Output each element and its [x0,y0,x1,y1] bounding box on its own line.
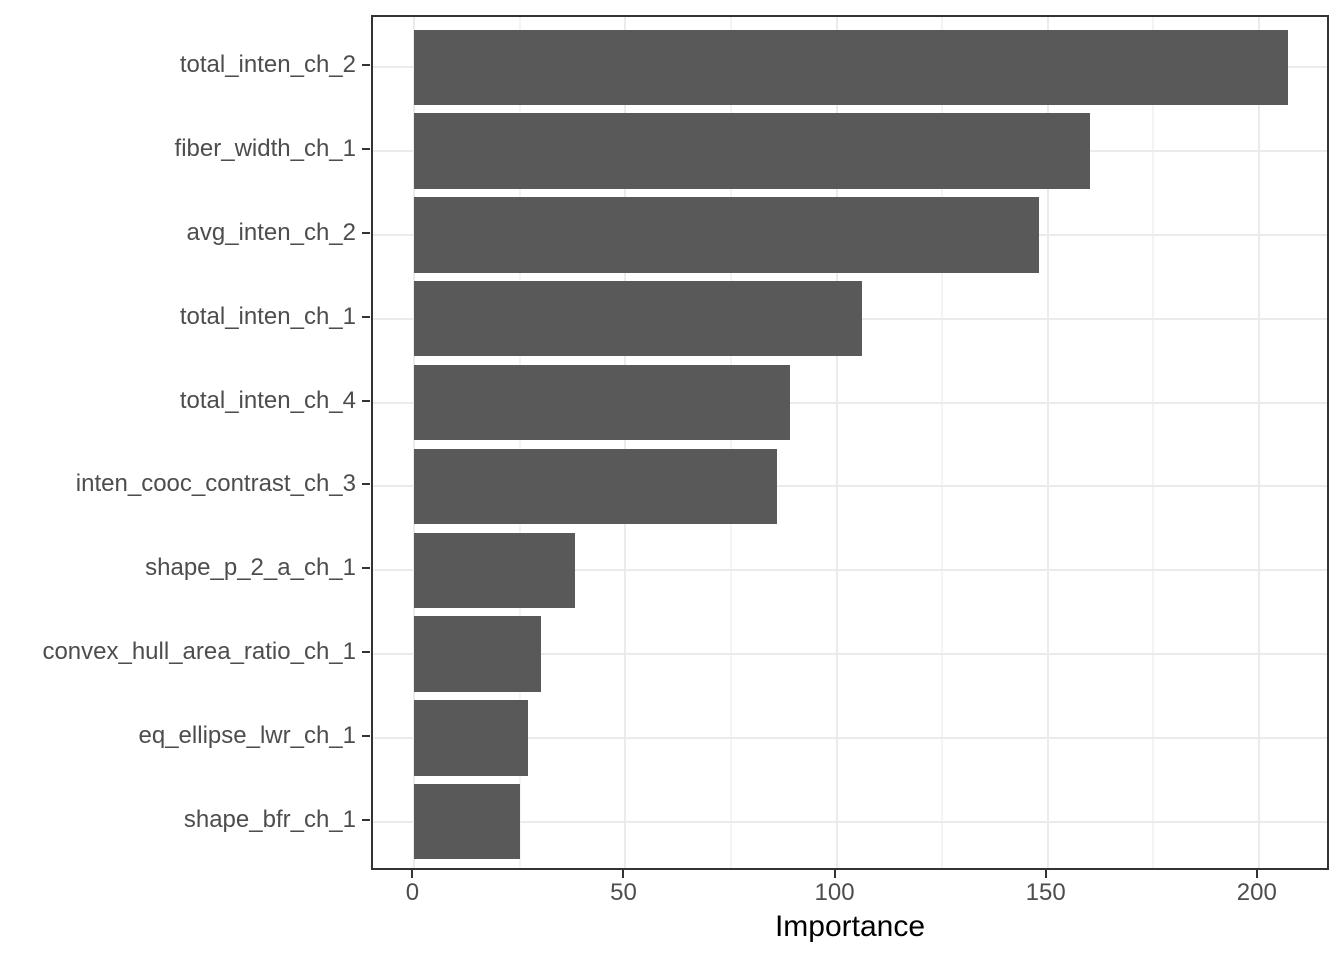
plot-panel [371,15,1329,870]
y-major-gridline [373,820,1327,823]
bar-avg_inten_ch_2 [414,197,1040,273]
y-major-gridline [373,736,1327,739]
y-axis-label: eq_ellipse_lwr_ch_1 [138,721,356,749]
x-minor-gridline [941,17,943,868]
x-axis-tick [622,870,625,878]
x-axis-tick-label: 50 [610,879,637,906]
y-major-gridline [373,401,1327,404]
x-axis-tick [1255,870,1258,878]
bar-total_inten_ch_2 [414,29,1289,105]
x-minor-gridline [519,17,521,868]
x-axis-tick [411,870,414,878]
x-major-gridline [413,17,416,868]
y-axis-label: total_inten_ch_2 [179,51,356,79]
bar-eq_ellipse_lwr_ch_1 [414,700,529,776]
bar-total_inten_ch_1 [414,281,862,357]
bar-inten_cooc_contrast_ch_3 [414,448,778,525]
x-major-gridline [624,17,627,868]
y-axis-tick [362,734,370,737]
x-major-gridline [835,17,838,868]
y-axis-tick [362,148,370,151]
x-axis-tick-label: 200 [1236,879,1277,906]
x-axis-tick-label: 0 [405,879,420,906]
y-axis-tick [362,483,370,486]
bar-fiber_width_ch_1 [414,113,1090,189]
bar-shape_bfr_ch_1 [414,783,520,860]
x-minor-gridline [1152,17,1154,868]
y-axis-label: avg_inten_ch_2 [186,218,356,246]
y-major-gridline [373,569,1327,572]
x-major-gridline [1257,17,1260,868]
y-major-gridline [373,485,1327,488]
x-axis-tick-label: 150 [1025,879,1066,906]
x-axis-tick [1044,870,1047,878]
y-axis-label: convex_hull_area_ratio_ch_1 [42,638,356,666]
y-axis-label: total_inten_ch_4 [179,386,356,414]
y-axis-tick [362,567,370,570]
y-major-gridline [373,653,1327,656]
x-minor-gridline [730,17,732,868]
y-axis-tick [362,818,370,821]
y-axis-tick [362,64,370,67]
y-axis-tick [362,315,370,318]
x-major-gridline [1046,17,1049,868]
y-axis-label: total_inten_ch_1 [179,302,356,330]
y-axis-tick [362,651,370,654]
y-axis-label: fiber_width_ch_1 [174,135,356,163]
x-axis-tick-label: 100 [814,879,855,906]
x-axis-title: Importance [774,910,926,943]
y-axis-tick [362,399,370,402]
y-axis-tick [362,231,370,234]
x-axis-tick [833,870,836,878]
y-axis-label: shape_p_2_a_ch_1 [145,554,356,582]
bar-convex_hull_area_ratio_ch_1 [414,616,542,692]
bar-shape_p_2_a_ch_1 [414,532,575,608]
bar-total_inten_ch_4 [414,364,791,441]
y-axis-label: shape_bfr_ch_1 [183,805,356,833]
y-axis-label: inten_cooc_contrast_ch_3 [75,470,356,498]
